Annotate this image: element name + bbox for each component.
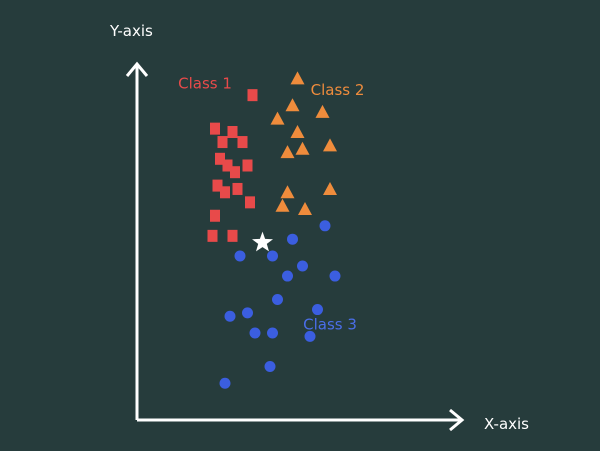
class-3-point bbox=[319, 220, 331, 232]
class-1-label: Class 1 bbox=[178, 74, 232, 92]
class-3-point bbox=[264, 361, 276, 372]
class-1-point bbox=[220, 186, 230, 199]
class-2-point bbox=[323, 138, 337, 152]
class-2-point bbox=[315, 104, 330, 118]
class-3-point bbox=[297, 260, 308, 272]
class-3-point bbox=[304, 330, 316, 342]
axes: Y-axis X-axis bbox=[109, 22, 529, 433]
class-2-point bbox=[295, 141, 310, 155]
class-3-point bbox=[224, 310, 236, 322]
class-3-point bbox=[267, 327, 278, 339]
class-1-point bbox=[210, 122, 220, 135]
class-3-point bbox=[242, 307, 253, 319]
class-2-point bbox=[323, 181, 337, 195]
class-1-point bbox=[210, 209, 220, 222]
class-2-point bbox=[280, 145, 295, 159]
class-3-point bbox=[272, 294, 283, 305]
class-1-point bbox=[242, 159, 253, 172]
class-2-point bbox=[290, 71, 305, 85]
class-1-point bbox=[230, 166, 240, 179]
class-1-point bbox=[217, 136, 228, 149]
y-axis-label: Y-axis bbox=[109, 22, 153, 40]
class-2-point bbox=[290, 125, 305, 138]
x-axis-arrowhead bbox=[449, 408, 465, 432]
class-2-point bbox=[275, 198, 290, 212]
class-1-point bbox=[227, 126, 238, 138]
class-2-label: Class 2 bbox=[311, 81, 365, 99]
class-3-point bbox=[267, 250, 278, 262]
class-1-point bbox=[222, 159, 233, 172]
class-1-point bbox=[227, 229, 238, 242]
query-point-star bbox=[252, 231, 273, 252]
class-1-point bbox=[232, 182, 243, 195]
class-annotations: Class 1 Class 2 Class 3 bbox=[178, 74, 364, 333]
class-1-point bbox=[237, 136, 248, 149]
class-1-point bbox=[207, 229, 218, 242]
class-3-point bbox=[219, 377, 231, 389]
class-1-point bbox=[212, 179, 223, 192]
class-2-point bbox=[270, 111, 285, 125]
class-1-point bbox=[245, 196, 255, 209]
class-3-point bbox=[234, 250, 246, 262]
class-3-label: Class 3 bbox=[303, 316, 357, 334]
class-3-point bbox=[282, 270, 293, 282]
data-marks bbox=[207, 71, 341, 389]
class-1-point bbox=[247, 89, 258, 102]
class-2-point bbox=[285, 98, 300, 112]
class-1-point bbox=[215, 152, 225, 165]
class-2-point bbox=[280, 185, 295, 199]
class-3-point bbox=[287, 233, 298, 245]
class-2-point bbox=[298, 202, 312, 216]
x-axis-label: X-axis bbox=[484, 415, 529, 433]
y-axis-arrowhead bbox=[125, 61, 149, 77]
class-3-point bbox=[249, 327, 261, 339]
class-3-point bbox=[312, 304, 323, 316]
class-3-point bbox=[329, 270, 341, 282]
